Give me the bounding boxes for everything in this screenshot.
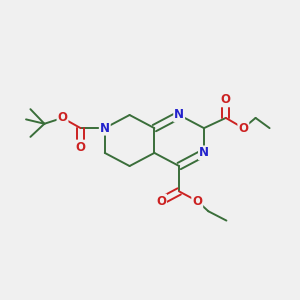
Text: N: N <box>174 109 184 122</box>
Text: O: O <box>76 141 85 154</box>
Text: N: N <box>100 122 110 135</box>
Text: O: O <box>221 93 231 106</box>
Text: O: O <box>192 194 202 208</box>
Text: N: N <box>199 146 209 159</box>
Text: O: O <box>58 111 68 124</box>
Text: O: O <box>156 194 166 208</box>
Text: O: O <box>238 122 248 135</box>
